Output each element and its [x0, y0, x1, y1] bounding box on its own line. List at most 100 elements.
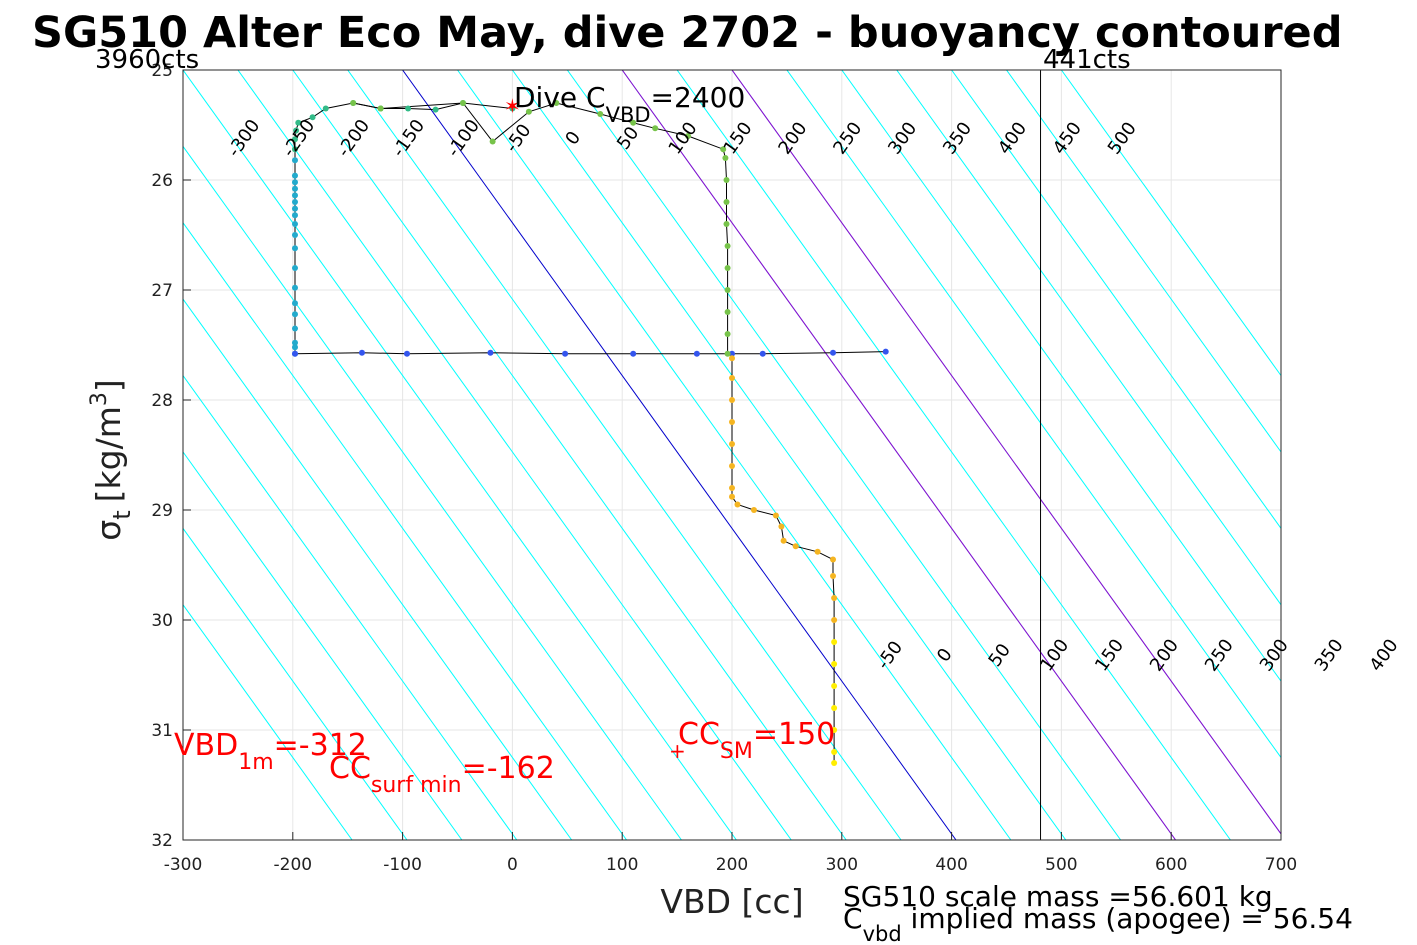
contour-label: 350	[1311, 635, 1348, 675]
x-ticks: -300 -200 -100 0 100 200 300 400 500 600 700	[164, 832, 1297, 875]
data-point	[720, 146, 727, 153]
contour-line-magenta	[621, 70, 1176, 840]
data-point	[291, 311, 298, 318]
contour-line-cyan	[786, 70, 1281, 759]
x-tick-label: 200	[716, 855, 748, 875]
x-tick-label: 700	[1265, 855, 1297, 875]
dive-cvbd-marker: ✶	[504, 94, 521, 118]
y-tick-label: 27	[151, 281, 173, 301]
data-point	[295, 119, 302, 126]
data-point	[652, 125, 659, 132]
contour-line-cyan	[566, 70, 1122, 840]
contour-line-cyan	[183, 298, 573, 840]
contour-line-cyan	[511, 70, 1067, 840]
data-point	[322, 105, 329, 112]
data-point	[291, 172, 298, 179]
data-point	[831, 683, 838, 689]
data-point	[882, 348, 889, 355]
y-tick-label: 25	[151, 61, 173, 81]
data-point	[729, 375, 735, 381]
data-point	[729, 485, 735, 491]
y-ticks: 25 26 27 28 29 30 31 32	[151, 61, 191, 851]
y-tick-label: 29	[151, 501, 173, 521]
x-tick-label: 500	[1045, 855, 1077, 875]
data-point	[291, 339, 298, 346]
data-point	[759, 350, 766, 357]
data-point	[291, 350, 298, 357]
data-point	[597, 111, 604, 117]
x-tick-label: 400	[935, 855, 967, 875]
data-point	[729, 350, 735, 357]
data-point	[724, 331, 731, 337]
data-point	[291, 199, 298, 205]
data-point	[291, 221, 298, 227]
contour-line-cyan	[292, 70, 847, 840]
contour-label: 400	[1366, 635, 1403, 675]
data-point	[693, 350, 700, 357]
data-point	[830, 556, 837, 563]
contour-line-cyan	[896, 70, 1281, 606]
data-point	[723, 177, 730, 183]
data-point	[553, 100, 560, 106]
data-point	[405, 105, 412, 112]
data-point	[831, 727, 838, 733]
data-point	[291, 136, 298, 143]
data-point	[377, 105, 384, 112]
data-point	[291, 325, 298, 332]
contour-line-cyan	[1006, 70, 1281, 453]
cc-sm-label: CCSM=150	[678, 717, 835, 764]
x-tick-label: 600	[1155, 855, 1187, 875]
data-point	[291, 300, 298, 307]
svg-text:✶: ✶	[504, 94, 521, 118]
data-point	[293, 127, 300, 134]
y-tick-label: 26	[151, 171, 173, 191]
contour-line-blue	[402, 70, 957, 840]
data-point	[350, 100, 357, 106]
data-point	[525, 108, 532, 115]
contour-line-cyan	[676, 70, 1231, 840]
y-tick-label: 28	[151, 391, 173, 411]
data-point	[291, 157, 298, 164]
data-point	[291, 179, 298, 186]
contour-line-cyan	[1060, 70, 1281, 377]
contour-line-cyan	[183, 70, 737, 840]
data-point	[487, 349, 494, 356]
data-point	[724, 287, 731, 293]
data-point	[630, 119, 637, 126]
data-point	[432, 106, 439, 113]
contour-line-cyan	[183, 603, 353, 840]
x-tick-label: -200	[274, 855, 313, 875]
data-point	[831, 749, 838, 755]
x-tick-label: 300	[826, 855, 858, 875]
data-point	[831, 639, 838, 645]
data-point	[831, 617, 838, 623]
data-point	[685, 133, 692, 139]
cts-right: 441cts	[1043, 45, 1131, 75]
data-point	[562, 350, 569, 357]
data-point	[772, 512, 779, 519]
data-point	[750, 507, 757, 513]
data-point	[291, 205, 298, 212]
contour-line-cyan	[347, 70, 902, 840]
x-tick-label: 100	[606, 855, 638, 875]
contour-line-cyan	[183, 145, 682, 840]
trace-deep	[731, 358, 835, 763]
data-point	[291, 245, 298, 252]
dive-points	[291, 100, 889, 766]
data-point	[291, 265, 298, 271]
data-point	[489, 138, 496, 145]
chart-title: SG510 Alter Eco May, dive 2702 - buoyanc…	[32, 8, 1343, 58]
data-point	[830, 573, 837, 579]
data-point	[831, 595, 838, 601]
buoyancy-contours	[183, 70, 1281, 840]
data-point	[291, 344, 298, 351]
contour-line-cyan	[183, 527, 408, 840]
data-point	[403, 350, 410, 357]
data-point	[729, 397, 735, 403]
cc-sm-marker: +	[669, 739, 686, 763]
data-point	[291, 192, 298, 199]
data-point	[780, 537, 787, 544]
data-point	[831, 661, 838, 667]
data-point	[723, 221, 730, 227]
